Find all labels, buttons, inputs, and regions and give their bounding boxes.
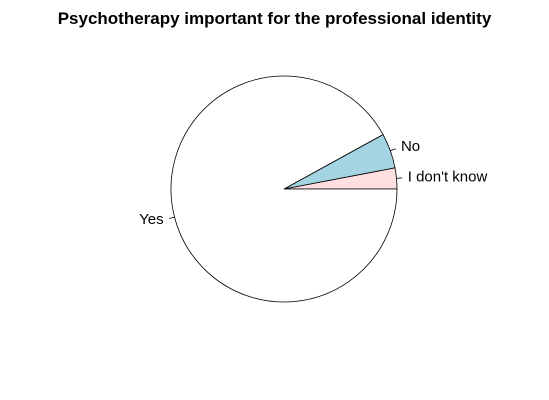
label-tick [396, 177, 403, 179]
label-tick [390, 148, 396, 152]
label-tick [168, 216, 175, 219]
slice-label: No [401, 138, 420, 155]
pie-slice-yes [170, 75, 398, 303]
chart-title: Psychotherapy important for the professi… [57, 9, 492, 28]
slice-label: Yes [139, 211, 163, 228]
slice-label: I don't know [408, 168, 488, 185]
